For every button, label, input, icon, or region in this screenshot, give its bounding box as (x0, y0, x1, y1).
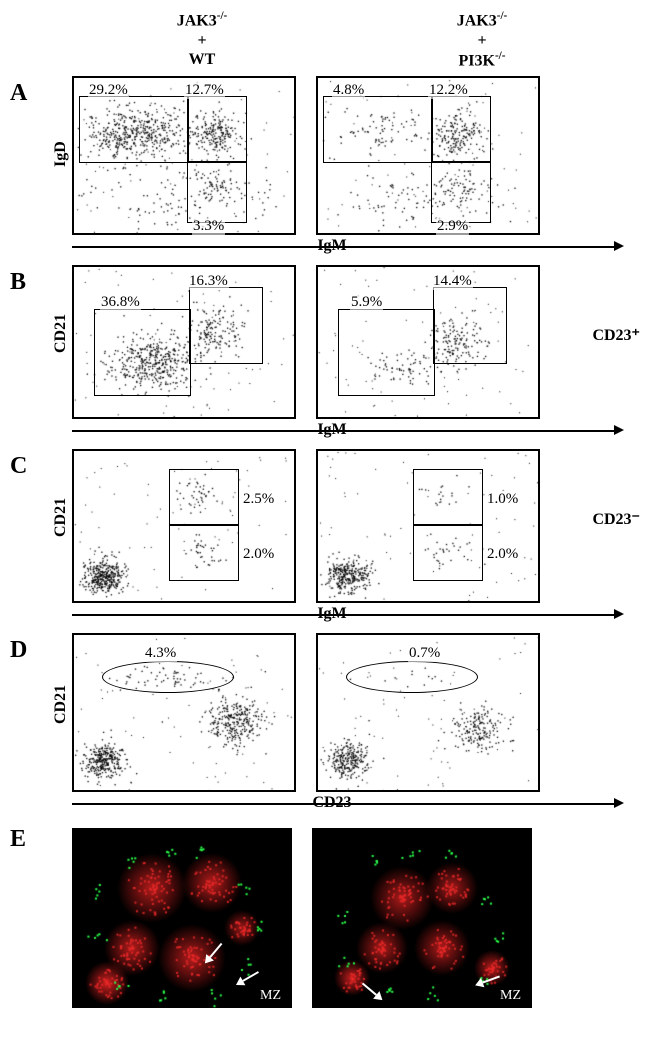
gate-label: 12.2% (428, 82, 469, 99)
plot-D-right: 0.7% (316, 633, 540, 792)
gate (413, 524, 483, 581)
gate (187, 161, 247, 223)
ylabel-A: IgD (52, 145, 70, 167)
gate (94, 309, 191, 396)
side-label-C: CD23⁻ (592, 509, 640, 529)
plot-D-left: 4.3% (72, 633, 296, 792)
plot-C-left: 2.5% 2.0% (72, 449, 296, 603)
gate-label: 4.8% (332, 82, 365, 99)
plot-A-left: 29.2% 12.7% 3.3% (72, 76, 296, 235)
ylabel-C: CD21 (52, 515, 70, 537)
fluorescence-right: MZ (312, 828, 532, 1008)
gate (169, 469, 239, 526)
panel-A-row: A IgD 29.2% 12.7% 3.3% 4.8% 12.2% 2.9% (10, 76, 640, 235)
gate (433, 287, 507, 364)
mz-label: MZ (260, 988, 281, 1004)
plot-C-right: 1.0% 2.0% (316, 449, 540, 603)
gate (431, 96, 491, 163)
ylabel-B: CD21 (52, 331, 70, 353)
panel-D-row: D CD21 4.3% 0.7% (10, 633, 640, 792)
gate (346, 661, 478, 693)
xaxis-D: CD23 (72, 794, 640, 812)
gate-label: 16.3% (188, 273, 229, 290)
fluorescence-left: MZ (72, 828, 292, 1008)
panel-B-row: B CD21 36.8% 16.3% 5.9% 14.4% CD23⁺ (10, 265, 640, 419)
gate-label: 14.4% (432, 273, 473, 290)
panel-letter-B: B (10, 265, 50, 296)
plot-B-right: 5.9% 14.4% (316, 265, 540, 419)
ylabel-D: CD21 (52, 702, 70, 724)
xaxis-C: IgM (72, 605, 640, 623)
gate-label: 12.7% (184, 82, 225, 99)
mz-label: MZ (500, 988, 521, 1004)
gate-label: 2.0% (486, 546, 519, 563)
panel-C-row: C CD21 2.5% 2.0% 1.0% 2.0% CD23⁻ (10, 449, 640, 603)
gate (79, 96, 189, 163)
gate (431, 161, 491, 223)
gate-label: 4.3% (144, 645, 177, 662)
panel-letter-A: A (10, 76, 50, 107)
gate-label: 36.8% (100, 294, 141, 311)
gate-label: 29.2% (88, 82, 129, 99)
gate-label: 5.9% (350, 294, 383, 311)
panel-letter-C: C (10, 449, 50, 480)
plot-B-left: 36.8% 16.3% (72, 265, 296, 419)
gate (413, 469, 483, 526)
side-label-B: CD23⁺ (592, 325, 640, 345)
gate-label: 0.7% (408, 645, 441, 662)
col-header-left: JAK3-/-+WT (72, 10, 332, 70)
gate (187, 96, 247, 163)
gate (102, 661, 234, 693)
column-headers: JAK3-/-+WT JAK3-/-+PI3K-/- (50, 10, 640, 70)
col-header-right: JAK3-/-+PI3K-/- (352, 10, 612, 70)
gate-label: 2.9% (436, 218, 469, 235)
gate (169, 524, 239, 581)
gate-label: 2.0% (242, 546, 275, 563)
panel-letter-E: E (10, 822, 50, 853)
xaxis-A: IgM (72, 237, 640, 255)
gate-label: 1.0% (486, 491, 519, 508)
gate (338, 309, 435, 396)
panel-E-row: E MZ MZ (10, 822, 640, 1008)
plot-A-right: 4.8% 12.2% 2.9% (316, 76, 540, 235)
panel-letter-D: D (10, 633, 50, 664)
gate-label: 2.5% (242, 491, 275, 508)
xaxis-B: IgM (72, 421, 640, 439)
gate (323, 96, 433, 163)
figure: JAK3-/-+WT JAK3-/-+PI3K-/- A IgD 29.2% 12… (10, 10, 640, 1008)
gate-label: 3.3% (192, 218, 225, 235)
gate (189, 287, 263, 364)
